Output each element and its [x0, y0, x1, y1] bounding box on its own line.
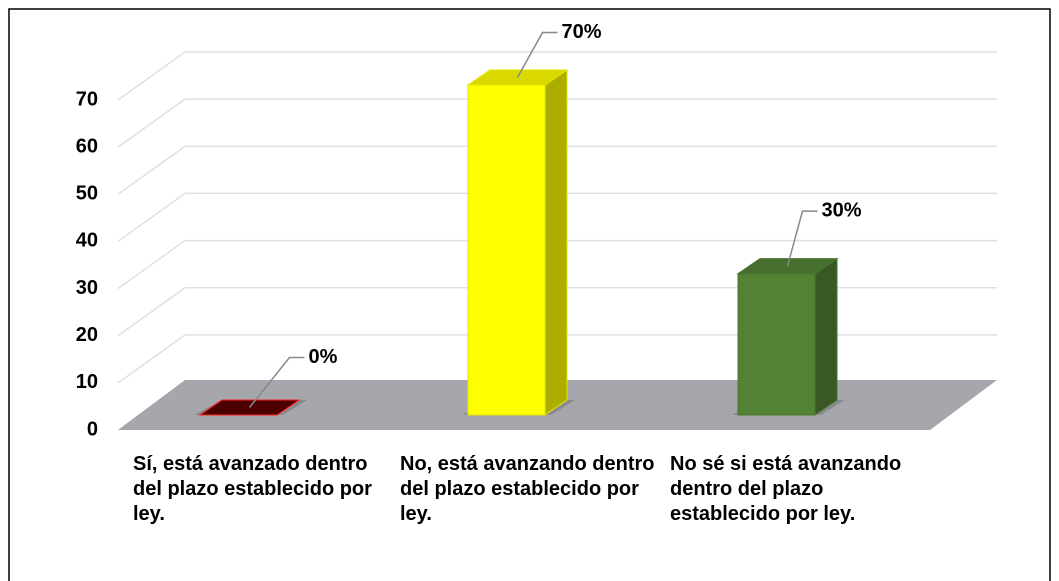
- grid-line: [117, 334, 997, 384]
- y-tick-label: 70: [76, 88, 98, 110]
- leader-line: [248, 356, 305, 408]
- data-label: 30%: [822, 199, 862, 221]
- grid-line: [117, 145, 997, 195]
- grid-line: [117, 192, 997, 243]
- bar-front: [737, 273, 816, 416]
- y-tick-label: 20: [76, 324, 98, 346]
- bar: [466, 69, 569, 416]
- grid-line: [117, 286, 997, 337]
- grid-line: [117, 239, 997, 290]
- x-tick-label: No, está avanzando dentro del plazo esta…: [400, 453, 655, 525]
- y-tick-label: 40: [76, 230, 98, 252]
- data-label: 0%: [309, 346, 338, 368]
- data-label: 70%: [562, 21, 602, 43]
- y-tick-label: 0: [87, 418, 98, 440]
- y-tick-label: 60: [76, 135, 98, 157]
- y-tick-label: 10: [76, 371, 98, 393]
- bar-front: [467, 84, 546, 416]
- x-tick-label: Sí, está avanzado dentro del plazo estab…: [133, 453, 372, 525]
- x-tick-label: No sé si está avanzando dentro del plazo…: [670, 453, 902, 525]
- bar: [736, 257, 839, 416]
- grid-line: [117, 98, 997, 148]
- bar-side: [544, 69, 568, 416]
- y-tick-label: 50: [76, 183, 98, 205]
- leader-line: [516, 31, 558, 78]
- y-tick-label: 30: [76, 277, 98, 299]
- bar-side: [814, 257, 838, 416]
- frame: [8, 8, 1051, 581]
- leader-line: [786, 210, 818, 267]
- grid-line: [117, 51, 997, 101]
